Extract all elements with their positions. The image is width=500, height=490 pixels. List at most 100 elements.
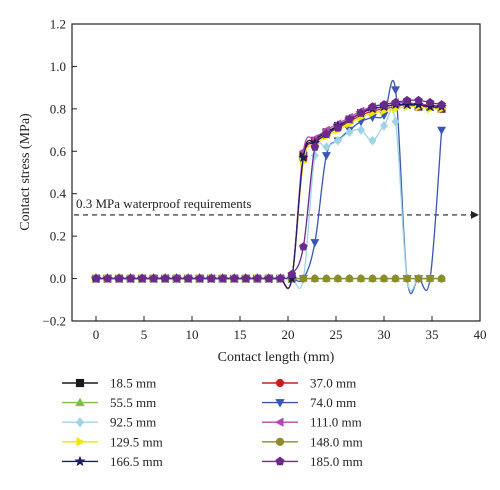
data-point <box>368 135 377 146</box>
data-point <box>183 274 193 283</box>
legend-label: 148.0 mm <box>310 434 363 449</box>
data-point <box>356 108 366 117</box>
series-185-0-mm <box>91 95 446 283</box>
data-point <box>413 99 424 110</box>
x-axis: 0 5 10 15 20 25 30 35 40 <box>93 316 487 342</box>
data-point <box>264 274 274 283</box>
data-point <box>322 274 331 283</box>
data-point <box>424 101 436 112</box>
data-point <box>91 274 101 283</box>
data-point <box>114 274 124 283</box>
legend-swatch-marker <box>275 417 284 427</box>
legend-label: 55.5 mm <box>110 395 156 410</box>
data-point <box>310 142 320 151</box>
data-point <box>414 274 423 283</box>
data-point <box>310 274 319 283</box>
data-point <box>218 274 228 283</box>
data-point <box>345 127 354 137</box>
data-point <box>126 274 135 283</box>
legend-swatch-marker <box>275 378 285 388</box>
data-point <box>391 97 400 107</box>
legend-label: 37.0 mm <box>310 376 356 391</box>
y-tick-label: 0.0 <box>50 271 66 286</box>
data-point <box>298 152 309 163</box>
x-tick-label: 10 <box>186 327 199 342</box>
legend-entry: 74.0 mm <box>262 395 356 410</box>
data-point <box>195 274 204 283</box>
data-point <box>391 274 400 283</box>
data-point <box>437 274 446 283</box>
data-point <box>414 95 423 105</box>
plot-frame <box>71 23 481 322</box>
legend-label: 166.5 mm <box>110 454 163 469</box>
data-point <box>380 121 388 131</box>
x-tick-label: 20 <box>282 327 295 342</box>
data-point <box>426 274 434 283</box>
data-point <box>103 274 112 283</box>
data-point <box>368 102 377 111</box>
data-point <box>356 125 365 135</box>
data-point <box>287 269 297 278</box>
data-point <box>437 126 447 135</box>
data-point <box>137 274 147 283</box>
legend-swatch-marker <box>74 455 86 467</box>
data-point <box>299 242 308 251</box>
legend-entry: 37.0 mm <box>262 376 356 391</box>
y-axis: −0.2 0.0 0.2 0.4 0.6 0.8 1.0 1.2 <box>42 17 77 329</box>
x-tick-label: 5 <box>141 327 148 342</box>
data-point <box>321 152 331 161</box>
legend-entry: 55.5 mm <box>62 395 156 410</box>
data-point <box>402 95 412 105</box>
y-tick-label: −0.2 <box>42 314 66 329</box>
data-point <box>437 100 446 109</box>
legend-entry: 166.5 mm <box>62 454 163 469</box>
legend-entry: 111.0 mm <box>262 415 362 430</box>
series-37-0-mm <box>92 100 446 289</box>
legend-swatch-marker <box>275 437 285 446</box>
data-point <box>310 239 320 248</box>
y-tick-label: 1.0 <box>50 59 66 74</box>
data-point <box>241 274 251 283</box>
x-tick-label: 0 <box>93 327 100 342</box>
data-point <box>357 274 365 283</box>
legend-swatch-marker <box>75 397 85 407</box>
data-point <box>322 142 331 152</box>
data-point <box>334 274 342 283</box>
y-tick-label: 0.6 <box>50 144 67 159</box>
legend-swatch-marker <box>275 399 285 408</box>
y-tick-label: 0.2 <box>50 229 66 244</box>
legend-label: 18.5 mm <box>110 376 156 391</box>
data-point <box>368 274 377 283</box>
y-tick-label: 1.2 <box>50 17 66 32</box>
series-layer <box>90 79 447 295</box>
legend-label: 92.5 mm <box>110 415 156 430</box>
data-point <box>391 86 400 95</box>
x-axis-title: Contact length (mm) <box>218 350 335 365</box>
data-point <box>345 274 354 283</box>
legend-entry: 148.0 mm <box>262 434 363 449</box>
data-point <box>276 274 285 283</box>
legend-entry: 18.5 mm <box>62 376 156 391</box>
x-tick-label: 15 <box>234 327 247 342</box>
y-tick-label: 0.4 <box>50 186 67 201</box>
legend-swatch-marker <box>75 378 85 388</box>
legend-label: 111.0 mm <box>310 415 362 430</box>
legend-entry: 92.5 mm <box>62 415 156 430</box>
data-point <box>380 274 388 283</box>
data-point <box>322 129 331 138</box>
legend-entry: 185.0 mm <box>262 454 363 469</box>
data-point <box>333 123 343 132</box>
legend-entry: 129.5 mm <box>62 434 163 449</box>
legend-swatch-marker <box>75 417 85 428</box>
data-point <box>206 274 216 283</box>
x-tick-label: 40 <box>474 327 487 342</box>
data-point <box>425 97 435 107</box>
data-point <box>149 274 158 283</box>
x-tick-label: 25 <box>330 327 343 342</box>
y-tick-label: 0.8 <box>50 101 66 116</box>
x-tick-label: 30 <box>378 327 391 342</box>
x-tick-label: 35 <box>426 327 439 342</box>
series-line <box>95 99 442 280</box>
data-point <box>229 274 239 283</box>
